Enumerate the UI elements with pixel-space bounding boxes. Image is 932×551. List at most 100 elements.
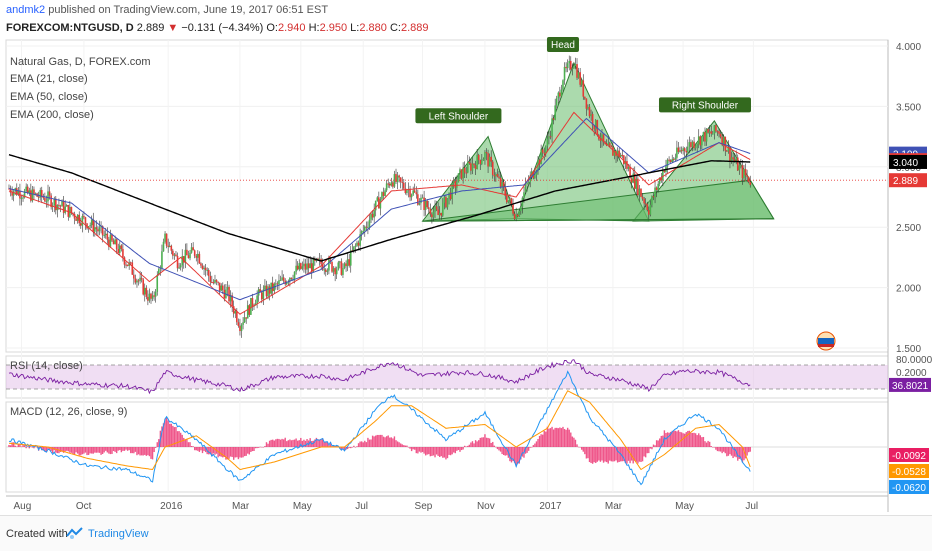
candle-body <box>248 305 251 315</box>
candle-body <box>239 326 241 332</box>
candle-body <box>48 191 51 196</box>
candle-body <box>268 286 271 294</box>
macd-histogram-bar <box>268 440 271 447</box>
author-link[interactable]: andmk2 <box>6 4 46 16</box>
candle-body <box>715 125 717 132</box>
macd-histogram-bar <box>351 447 354 448</box>
macd-histogram-bar <box>421 447 424 452</box>
macd-histogram-bar <box>208 447 210 455</box>
candle-body <box>498 176 500 178</box>
macd-histogram-bar <box>520 447 522 460</box>
candle-body <box>507 200 510 203</box>
candle-body <box>404 188 407 194</box>
candle-body <box>161 251 163 269</box>
candle-body <box>118 245 121 253</box>
candle-body <box>398 175 400 178</box>
macd-histogram-bar <box>184 439 187 447</box>
macd-histogram-bar <box>390 437 393 447</box>
candle-body <box>304 263 307 270</box>
macd-histogram-bar <box>165 417 168 447</box>
candle-body <box>295 265 297 272</box>
macd-histogram-bar <box>136 447 138 456</box>
macd-histogram-bar <box>601 447 603 461</box>
macd-histogram-bar <box>97 447 99 453</box>
candle-body <box>223 290 226 299</box>
candle-body <box>506 195 508 203</box>
time-tick-label: Nov <box>477 501 495 512</box>
macd-histogram-bar <box>9 445 12 447</box>
candle-body <box>254 303 257 306</box>
candle-body <box>454 181 457 188</box>
macd-histogram-bar <box>474 440 477 447</box>
macd-histogram-bar <box>239 447 241 458</box>
price-axis-badge: 2.889 <box>889 173 927 188</box>
candle-body <box>179 265 182 268</box>
macd-histogram-bar <box>549 428 552 447</box>
candle-body <box>220 285 223 291</box>
price-chart[interactable]: Left Shoulder Head Right Shoulder RSI (14,… <box>0 0 932 515</box>
macd-histogram-bar <box>373 436 375 447</box>
price-tick-label: 4.000 <box>896 42 921 53</box>
macd-histogram-bar <box>729 447 731 455</box>
macd-histogram-bar <box>328 444 330 447</box>
candle-body <box>434 206 436 212</box>
macd-histogram-bar <box>577 446 580 448</box>
macd-histogram-bar <box>498 447 500 451</box>
candle-body <box>31 189 34 201</box>
macd-histogram-bar <box>563 428 566 447</box>
macd-histogram-bar <box>669 431 672 447</box>
macd-histogram-bar <box>566 427 569 447</box>
candle-body <box>573 66 575 69</box>
macd-histogram-bar <box>123 447 126 451</box>
macd-histogram-bar <box>42 447 45 451</box>
macd-histogram-bar <box>112 447 115 452</box>
macd-histogram-bar <box>659 438 661 447</box>
macd-histogram-bar <box>487 437 489 447</box>
macd-last-badge: -0.0620 <box>889 480 929 494</box>
macd-histogram-bar <box>89 447 91 454</box>
macd-histogram-bar <box>350 447 352 449</box>
macd-histogram-bar <box>70 447 73 453</box>
candle-body <box>482 158 485 161</box>
candle-body <box>524 184 527 193</box>
macd-histogram-bar <box>632 447 634 464</box>
macd-histogram-bar <box>649 447 652 449</box>
candle-body <box>353 246 355 251</box>
macd-histogram-bar <box>47 447 49 450</box>
candle-body <box>513 213 516 220</box>
candle-body <box>67 205 70 217</box>
macd-histogram-bar <box>353 445 355 447</box>
candle-body <box>462 167 464 179</box>
tradingview-logo-icon[interactable] <box>66 526 84 540</box>
macd-histogram-bar <box>133 447 135 454</box>
candle-body <box>133 274 135 279</box>
change-arrow-icon: ▼ <box>167 22 179 34</box>
macd-histogram-bar <box>80 447 82 456</box>
candle-body <box>343 263 346 268</box>
macd-histogram-bar <box>16 446 18 448</box>
macd-histogram-bar <box>612 447 614 462</box>
candle-body <box>448 192 450 199</box>
candle-body <box>549 136 552 138</box>
candle-body <box>560 89 563 97</box>
macd-histogram-bar <box>557 428 559 447</box>
candle-body <box>727 147 730 152</box>
candle-body <box>131 262 134 275</box>
candle-body <box>47 191 49 202</box>
macd-histogram-bar <box>326 441 329 447</box>
candle-body <box>229 295 232 302</box>
macd-histogram-bar <box>83 447 85 454</box>
rsi-tick-label: 80.0000 <box>896 355 932 366</box>
candle-body <box>736 157 739 171</box>
macd-histogram-bar <box>415 447 417 454</box>
macd-histogram-bar <box>105 447 107 451</box>
tradingview-brand-link[interactable]: TradingView <box>88 528 149 540</box>
macd-histogram-bar <box>518 447 520 464</box>
candle-body <box>197 253 199 258</box>
candle-body <box>510 198 513 205</box>
candle-body <box>323 269 326 271</box>
candle-body <box>552 118 555 120</box>
candle-body <box>632 173 635 183</box>
macd-histogram-bar <box>62 447 65 453</box>
candle-body <box>641 196 644 199</box>
